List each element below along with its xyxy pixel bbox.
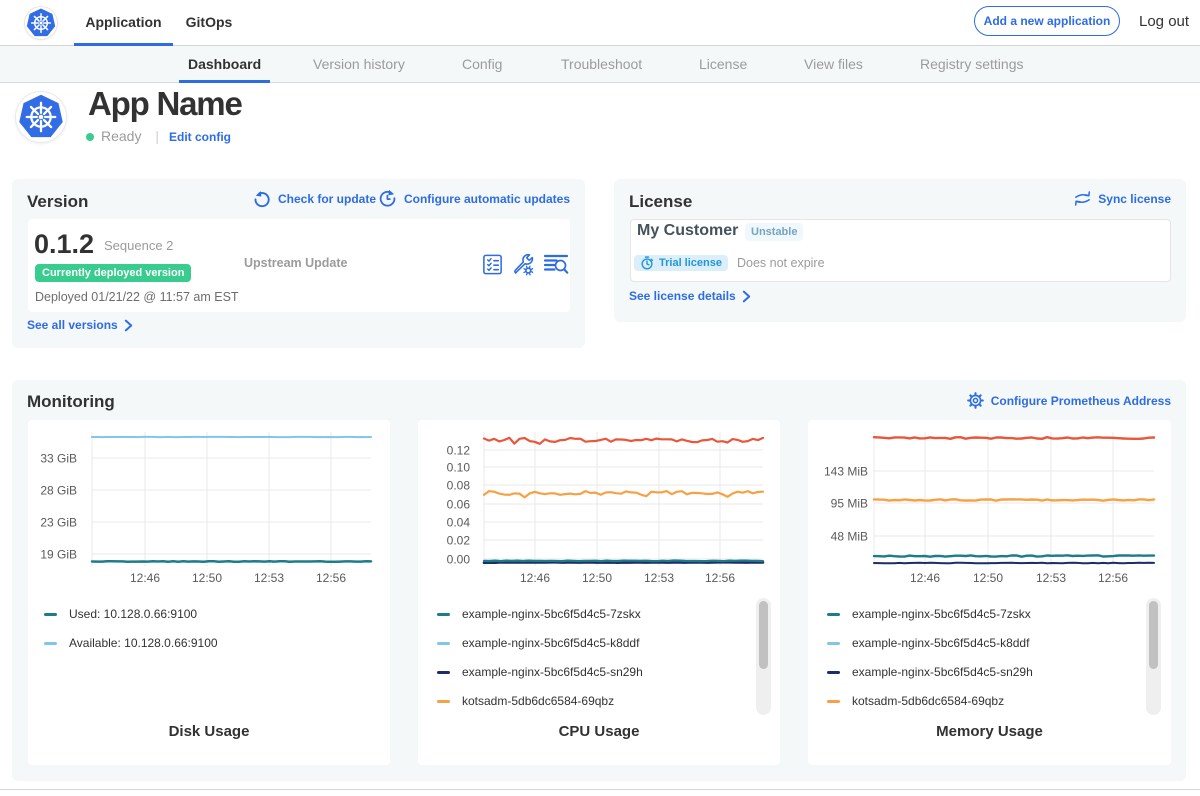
svg-text:12:50: 12:50 <box>192 571 222 585</box>
svg-text:12:50: 12:50 <box>582 571 612 585</box>
svg-text:0.04: 0.04 <box>447 516 471 530</box>
svg-text:0.00: 0.00 <box>447 553 471 567</box>
svg-text:28 GiB: 28 GiB <box>40 484 77 498</box>
svg-text:143 MiB: 143 MiB <box>824 465 868 479</box>
svg-text:12:46: 12:46 <box>520 571 550 585</box>
svg-text:12:46: 12:46 <box>910 571 940 585</box>
svg-text:95 MiB: 95 MiB <box>831 497 868 511</box>
svg-text:0.12: 0.12 <box>447 444 471 458</box>
svg-text:12:53: 12:53 <box>1036 571 1066 585</box>
svg-text:33 GiB: 33 GiB <box>40 452 77 466</box>
svg-text:0.08: 0.08 <box>447 479 471 493</box>
svg-text:48 MiB: 48 MiB <box>831 530 868 544</box>
svg-text:12:53: 12:53 <box>644 571 674 585</box>
svg-text:12:56: 12:56 <box>1098 571 1128 585</box>
svg-text:12:46: 12:46 <box>130 571 160 585</box>
svg-text:12:53: 12:53 <box>254 571 284 585</box>
svg-text:12:56: 12:56 <box>705 571 735 585</box>
svg-text:19 GiB: 19 GiB <box>40 548 77 562</box>
svg-text:23 GiB: 23 GiB <box>40 516 77 530</box>
svg-text:0.02: 0.02 <box>447 534 471 548</box>
svg-text:0.06: 0.06 <box>447 498 471 512</box>
svg-text:12:56: 12:56 <box>316 571 346 585</box>
svg-text:0.10: 0.10 <box>447 461 471 475</box>
svg-text:12:50: 12:50 <box>973 571 1003 585</box>
